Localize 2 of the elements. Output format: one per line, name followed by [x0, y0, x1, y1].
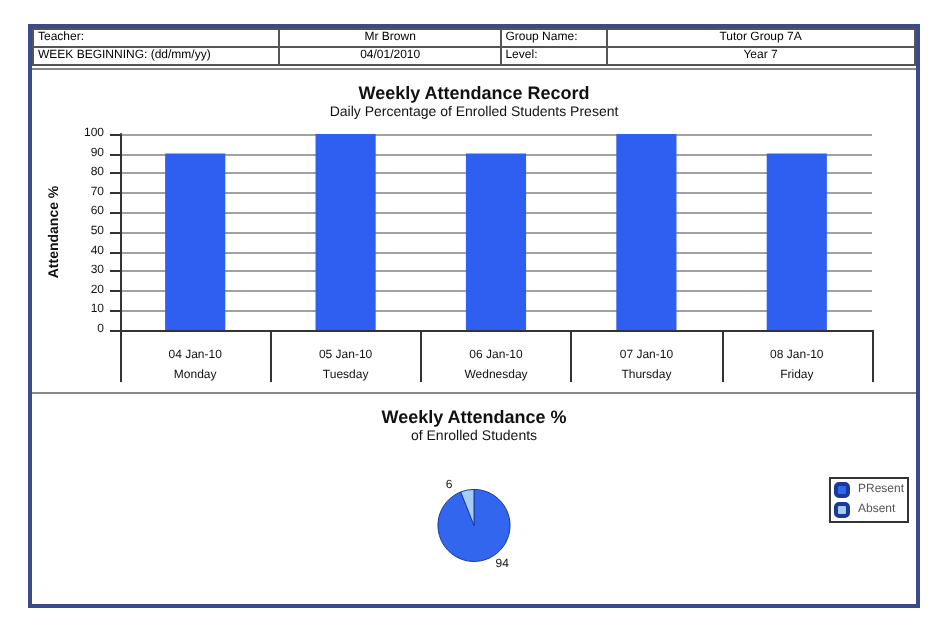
chart-title: Weekly Attendance %: [381, 407, 567, 427]
chart-title: Weekly Attendance Record: [358, 83, 590, 103]
